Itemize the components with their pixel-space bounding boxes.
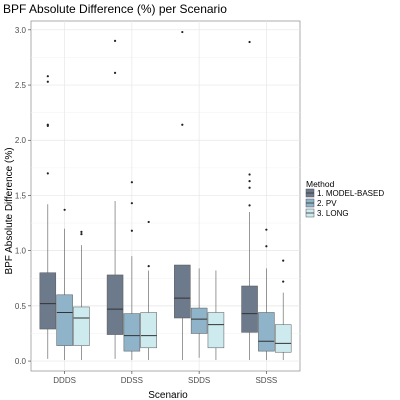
x-tick-label: SDSS: [255, 376, 277, 385]
outlier-point: [113, 39, 117, 42]
box-DDSS-series-2: [123, 181, 141, 360]
outlier-point: [46, 80, 49, 83]
box-iqr: [73, 306, 90, 346]
x-tick-label: DDDS: [53, 376, 76, 385]
outlier-point: [147, 220, 150, 224]
y-tick-label: 0.0: [15, 357, 27, 366]
outlier-point: [282, 280, 285, 283]
outlier-point: [63, 208, 66, 211]
box-DDDS-series-1: [39, 75, 57, 359]
box-SDDS-series-2: [190, 268, 208, 358]
outlier-point: [46, 75, 49, 78]
y-axis-ticks: 0.0 0.5 1.0 1.5 2.0 2.5 3.0: [15, 26, 31, 366]
box-iqr: [56, 294, 73, 346]
box-iqr: [106, 274, 124, 335]
y-tick-label: 0.5: [15, 302, 27, 311]
box-SDDS-series-3: [207, 270, 225, 360]
box-iqr: [39, 272, 57, 330]
box-SDSS-series-1: [241, 40, 258, 360]
box-iqr: [241, 285, 258, 333]
outlier-point: [181, 123, 184, 126]
y-tick-label: 2.5: [15, 81, 27, 90]
box-iqr: [123, 313, 141, 352]
outlier-point: [130, 229, 133, 232]
outlier-point: [80, 232, 83, 236]
grid-lines: [31, 21, 300, 371]
box-DDDS-series-2: [56, 208, 73, 360]
y-tick-label: 2.0: [15, 136, 27, 145]
box-DDSS-series-1: [106, 39, 124, 359]
outlier-point: [248, 179, 251, 183]
outlier-point: [265, 245, 268, 248]
outlier-point: [181, 30, 184, 34]
x-tick-label: DDSS: [121, 376, 143, 385]
x-tick-label: SDDS: [188, 376, 210, 385]
y-axis-title: BPF Absolute Difference (%): [4, 147, 15, 274]
outlier-point: [130, 202, 133, 205]
y-tick-label: 3.0: [15, 26, 27, 35]
legend-title: Method: [306, 179, 335, 189]
box-DDDS-series-3: [73, 230, 90, 360]
x-axis-title: Scenario: [148, 390, 188, 400]
outlier-point: [248, 173, 251, 176]
box-iqr: [190, 307, 208, 334]
box-iqr: [207, 312, 225, 349]
box-iqr: [174, 264, 191, 319]
box-SDDS-series-1: [174, 30, 191, 360]
outlier-point: [248, 204, 251, 207]
outlier-point: [46, 172, 49, 175]
box-SDSS-series-2: [258, 228, 275, 360]
outlier-point: [80, 230, 83, 233]
outlier-point: [130, 181, 133, 184]
box-iqr: [140, 312, 157, 349]
legend-label-2: 2. PV: [317, 199, 337, 208]
outlier-point: [113, 71, 117, 74]
outlier-point: [265, 228, 268, 231]
box-SDSS-series-3: [274, 259, 292, 360]
box-iqr: [274, 324, 292, 353]
outlier-point: [282, 259, 285, 262]
outlier-point: [147, 265, 150, 268]
legend-label-3: 3. LONG: [317, 209, 349, 218]
outlier-point: [248, 186, 251, 189]
y-tick-label: 1.0: [15, 247, 27, 256]
legend-label-1: 1. MODEL-BASED: [317, 189, 384, 198]
outlier-point: [46, 123, 49, 126]
x-axis-ticks: DDDS DDSS SDDS SDSS: [53, 371, 277, 385]
chart-title: BPF Absolute Difference (%) per Scenario: [3, 2, 227, 16]
outlier-point: [248, 40, 251, 44]
box-DDSS-series-3: [140, 220, 157, 360]
y-tick-label: 1.5: [15, 191, 27, 200]
box-iqr: [258, 312, 275, 352]
boxes-layer: [39, 30, 292, 360]
